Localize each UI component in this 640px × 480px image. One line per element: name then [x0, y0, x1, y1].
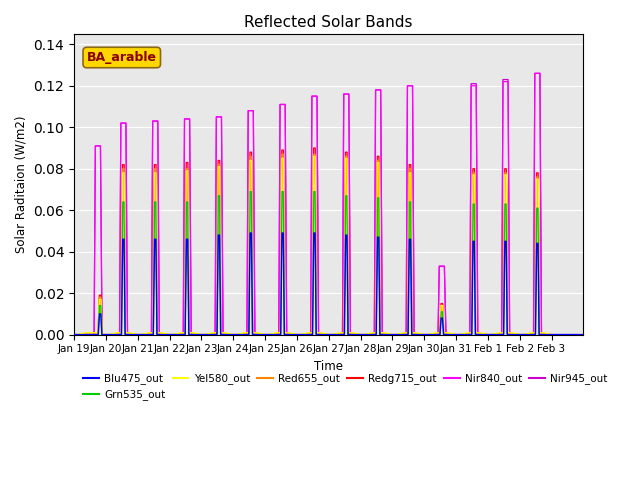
Text: BA_arable: BA_arable: [87, 51, 157, 64]
Y-axis label: Solar Raditaion (W/m2): Solar Raditaion (W/m2): [15, 116, 28, 253]
Legend: Blu475_out, Grn535_out, Yel580_out, Red655_out, Redg715_out, Nir840_out, Nir945_: Blu475_out, Grn535_out, Yel580_out, Red6…: [79, 369, 612, 405]
X-axis label: Time: Time: [314, 360, 343, 373]
Title: Reflected Solar Bands: Reflected Solar Bands: [244, 15, 413, 30]
